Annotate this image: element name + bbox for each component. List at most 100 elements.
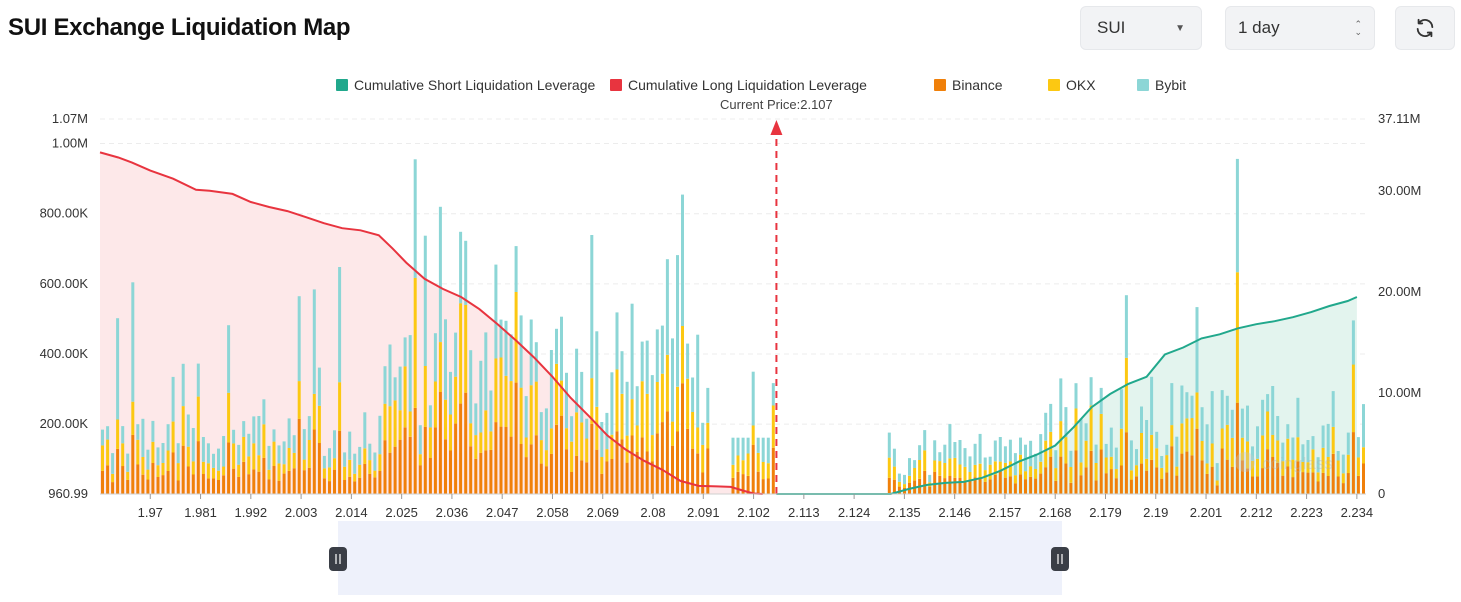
bar-okx <box>262 424 266 458</box>
zoom-slider[interactable] <box>329 521 1069 595</box>
legend-swatch[interactable] <box>610 79 622 91</box>
bar-bybit <box>1109 427 1113 457</box>
period-select[interactable]: 1 day ⌃ ⌄ <box>1225 6 1375 50</box>
legend-label[interactable]: OKX <box>1066 77 1096 93</box>
bar-binance <box>635 452 639 494</box>
bar-okx <box>958 464 962 478</box>
legend-label[interactable]: Binance <box>952 77 1003 93</box>
bar-okx <box>731 464 735 478</box>
zoom-handle[interactable] <box>329 547 347 571</box>
bar-binance <box>676 431 679 494</box>
zoom-handle[interactable] <box>1051 547 1069 571</box>
bar-bybit <box>257 416 261 456</box>
bar-binance <box>343 480 347 494</box>
bar-okx <box>484 410 488 451</box>
legend-swatch[interactable] <box>1048 79 1060 91</box>
coinglass-watermark: coinglass <box>1235 452 1333 473</box>
bar-bybit <box>993 440 997 462</box>
bar-okx <box>1190 418 1194 456</box>
y-left-tick-label: 600.00K <box>40 276 89 291</box>
refresh-button[interactable] <box>1395 6 1455 50</box>
bar-binance <box>136 464 140 494</box>
bar-bybit <box>1119 389 1123 429</box>
bar-bybit <box>555 328 558 364</box>
bar-binance <box>1114 478 1118 494</box>
bar-bybit <box>1291 437 1295 460</box>
bar-okx <box>1336 460 1340 477</box>
bar-binance <box>1215 485 1219 494</box>
bar-binance <box>963 482 967 494</box>
bar-bybit <box>378 415 382 455</box>
bar-okx <box>610 434 614 459</box>
bar-bybit <box>1230 409 1234 438</box>
bar-binance <box>1160 478 1164 494</box>
x-tick-label: 2.19 <box>1143 505 1168 520</box>
bar-binance <box>560 415 563 494</box>
bar-bybit <box>237 444 241 465</box>
bar-okx <box>1165 455 1169 473</box>
bar-binance <box>585 462 589 494</box>
bar-bybit <box>1165 444 1169 456</box>
legend-label[interactable]: Bybit <box>1155 77 1186 93</box>
legend-swatch[interactable] <box>1137 79 1149 91</box>
bar-binance <box>1256 476 1259 494</box>
bar-okx <box>378 454 382 471</box>
bar-binance <box>383 440 387 494</box>
bar-binance <box>171 452 175 494</box>
bar-binance <box>600 473 604 494</box>
legend-swatch[interactable] <box>934 79 946 91</box>
y-left-tick-label: 1.07M <box>52 111 88 126</box>
bar-okx <box>600 457 604 474</box>
legend-label[interactable]: Cumulative Long Liquidation Leverage <box>628 77 867 93</box>
symbol-select[interactable]: SUI ▼ <box>1080 6 1202 50</box>
bar-bybit <box>484 332 488 411</box>
legend: Cumulative Short Liquidation Leverage Cum… <box>336 77 1186 93</box>
x-tick-label: 2.212 <box>1240 505 1273 520</box>
bar-bybit <box>126 453 130 472</box>
bar-okx <box>1271 434 1275 457</box>
bar-binance <box>1024 479 1027 494</box>
bar-okx <box>121 443 125 467</box>
bar-binance <box>570 471 574 494</box>
bar-bybit <box>136 424 140 440</box>
bar-binance <box>650 461 654 494</box>
bar-bybit <box>1190 395 1194 419</box>
bar-bybit <box>449 371 452 415</box>
bar-okx <box>242 436 246 462</box>
bar-bybit <box>1210 391 1214 444</box>
bar-bybit <box>121 426 125 444</box>
bar-binance <box>514 382 518 494</box>
bar-bybit <box>1185 392 1189 419</box>
bar-binance <box>933 471 937 494</box>
bar-bybit <box>474 403 478 436</box>
bar-bybit <box>625 381 629 436</box>
zoom-window[interactable] <box>338 521 1062 595</box>
bar-binance <box>464 392 468 494</box>
bar-binance <box>489 449 493 494</box>
bar-bybit <box>585 418 589 439</box>
bar-binance <box>146 479 150 494</box>
bar-bybit <box>1089 377 1093 406</box>
bar-binance <box>333 469 336 494</box>
bar-bybit <box>1195 307 1199 393</box>
bar-okx <box>696 427 700 454</box>
bar-binance <box>691 448 695 494</box>
bar-okx <box>1362 447 1365 464</box>
bar-okx <box>358 464 362 478</box>
bar-bybit <box>731 437 735 465</box>
legend-label[interactable]: Cumulative Short Liquidation Leverage <box>354 77 595 93</box>
bar-bybit <box>928 474 932 483</box>
bar-bybit <box>287 418 291 448</box>
bar-bybit <box>671 338 674 422</box>
bar-okx <box>630 399 634 436</box>
bar-okx <box>282 464 286 474</box>
bar-binance <box>1240 460 1244 494</box>
bar-bybit <box>524 396 528 438</box>
bar-binance <box>534 435 538 494</box>
bar-binance <box>1099 449 1103 494</box>
legend-swatch[interactable] <box>336 79 348 91</box>
bar-okx <box>1104 457 1108 474</box>
bar-okx <box>1220 428 1224 449</box>
bar-binance <box>660 422 664 494</box>
